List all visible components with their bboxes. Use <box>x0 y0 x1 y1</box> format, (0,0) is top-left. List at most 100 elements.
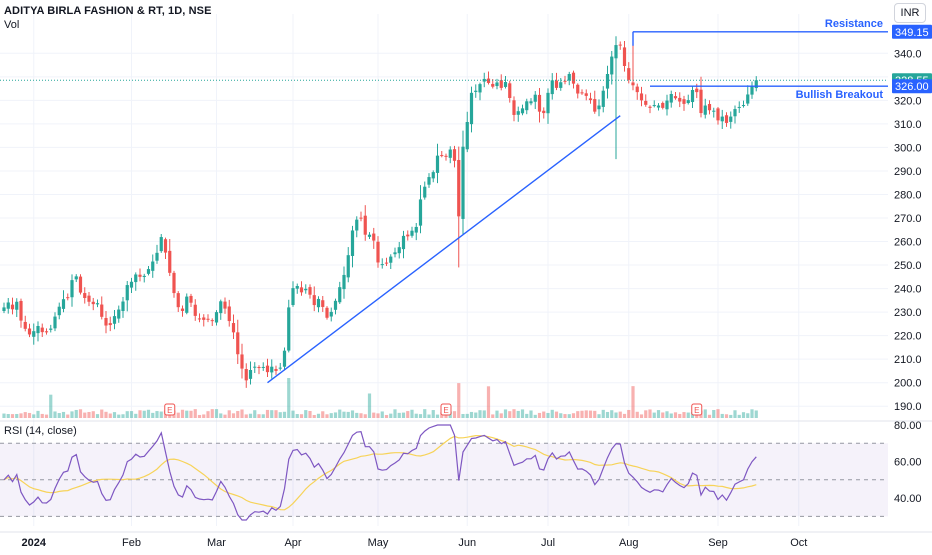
earnings-marker-label: E <box>694 406 699 415</box>
resistance-label: Resistance <box>825 18 883 30</box>
candle-body <box>495 82 499 87</box>
volume-bar <box>563 414 567 418</box>
volume-label[interactable]: Vol <box>4 19 20 31</box>
volume-bar <box>482 410 486 418</box>
volume-bar <box>32 414 36 418</box>
volume-bar <box>550 409 554 418</box>
volume-bar <box>159 411 163 418</box>
candle-body <box>588 98 593 101</box>
volume-bar <box>244 414 248 418</box>
volume-bar <box>546 412 550 418</box>
candle-body <box>563 80 567 82</box>
candle-body <box>580 92 584 94</box>
rsi-label[interactable]: RSI (14, close) <box>4 425 77 437</box>
volume-bar <box>665 411 669 418</box>
candle-body <box>308 287 312 295</box>
candle-body <box>525 101 529 111</box>
candle-body <box>304 288 308 291</box>
volume-bar <box>648 409 652 418</box>
price-tick-label: 220.0 <box>894 331 922 343</box>
candle-body <box>325 307 329 318</box>
candle-body <box>214 312 219 323</box>
volume-bar <box>406 411 410 418</box>
candle-body <box>546 92 550 114</box>
volume-bar <box>559 413 563 418</box>
candle-body <box>172 272 176 294</box>
candle-body <box>618 44 622 46</box>
time-tick-label: Aug <box>619 537 639 549</box>
price-tick-label: 280.0 <box>894 189 922 201</box>
candle-body <box>36 326 40 334</box>
volume-bar <box>321 411 325 418</box>
candle-body <box>457 159 461 217</box>
volume-bar <box>682 412 686 418</box>
volume-bar <box>457 383 461 418</box>
candle-body <box>134 274 138 283</box>
candle-body <box>346 255 350 278</box>
candle-body <box>686 100 690 104</box>
volume-bar <box>295 414 299 418</box>
candle-body <box>452 149 457 161</box>
volume-bar <box>240 409 244 418</box>
earnings-marker <box>691 403 703 416</box>
volume-bar <box>108 413 112 418</box>
candle-body <box>648 106 652 108</box>
volume-bar <box>720 413 724 418</box>
candle-body <box>87 295 91 302</box>
volume-bar <box>44 414 49 418</box>
volume-bar <box>359 413 363 418</box>
volume-bar <box>134 413 138 418</box>
candle-body <box>333 300 338 310</box>
candle-body <box>393 252 397 255</box>
candle-body <box>287 307 291 351</box>
symbol-title[interactable]: ADITYA BIRLA FASHION & RT, 1D, NSE <box>4 5 212 17</box>
volume-bar <box>601 409 605 418</box>
volume-bar <box>724 414 729 418</box>
candle-body <box>278 367 282 369</box>
currency-badge[interactable]: INR <box>894 3 926 23</box>
candle-body <box>397 247 401 254</box>
candle-body <box>193 304 197 316</box>
candle-body <box>367 234 372 237</box>
price-tick-label: 340.0 <box>894 48 922 60</box>
volume-bar <box>53 411 57 418</box>
price-tick-label: 310.0 <box>894 119 922 131</box>
candle-body <box>163 239 168 253</box>
volume-bar <box>542 411 546 418</box>
candle-body <box>100 304 104 317</box>
volume-bar <box>355 412 359 418</box>
volume-bar <box>91 411 95 418</box>
candle-body <box>240 354 244 369</box>
breakout-label: Bullish Breakout <box>796 89 884 101</box>
candle-body <box>461 146 465 219</box>
volume-bar <box>185 410 189 418</box>
candle-body <box>508 83 512 98</box>
candle-body <box>610 56 614 75</box>
volume-bar <box>338 409 342 418</box>
volume-bar <box>6 414 10 418</box>
candle-body <box>74 276 78 280</box>
candle-body <box>431 172 435 179</box>
volume-bar <box>729 414 733 418</box>
volume-bar <box>227 410 231 418</box>
candle-body <box>108 323 112 326</box>
volume-bar <box>503 409 508 418</box>
candle-body <box>78 276 83 293</box>
volume-bar <box>342 411 346 418</box>
volume-bar <box>733 410 737 418</box>
volume-bar <box>707 414 712 418</box>
candle-body <box>491 83 495 87</box>
candle-body <box>189 295 193 303</box>
volume-bar <box>576 411 580 418</box>
price-tick-label: 200.0 <box>894 378 922 390</box>
candle-body <box>593 99 597 112</box>
candle-body <box>244 369 248 381</box>
candle-body <box>673 96 678 99</box>
candle-body <box>707 103 712 111</box>
volume-bar <box>533 414 537 418</box>
volume-bar <box>571 413 576 418</box>
candle-body <box>265 365 270 373</box>
time-tick-label: Jul <box>541 537 555 549</box>
